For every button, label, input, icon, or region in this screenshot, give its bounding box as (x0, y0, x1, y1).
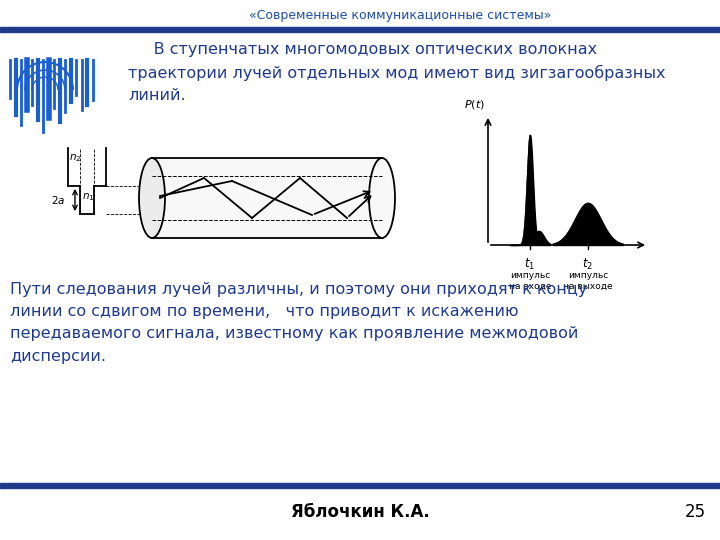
Bar (0, 27, 720, 32)
Text: $2a$: $2a$ (50, 194, 65, 206)
Ellipse shape (369, 158, 395, 238)
Text: $P(t)$: $P(t)$ (464, 98, 485, 111)
Text: Пути следования лучей различны, и поэтому они приходят к концу
линии со сдвигом : Пути следования лучей различны, и поэтом… (10, 282, 588, 363)
Text: $t_1$: $t_1$ (524, 257, 536, 272)
Bar (152, 158, 382, 238)
Text: 25: 25 (685, 503, 706, 521)
Text: $t_2$: $t_2$ (582, 257, 593, 272)
Text: В ступенчатых многомодовых оптических волокнах
траектории лучей отдельных мод им: В ступенчатых многомодовых оптических во… (128, 42, 665, 103)
Text: $n_1$: $n_1$ (82, 191, 94, 203)
Text: импульс: импульс (568, 271, 608, 280)
Text: $n_2$: $n_2$ (69, 152, 81, 164)
Text: «Современные коммуникационные системы»: «Современные коммуникационные системы» (249, 10, 552, 23)
Text: импульс: импульс (510, 271, 550, 280)
Bar (0, 483, 720, 488)
Ellipse shape (139, 158, 165, 238)
Text: на входе: на входе (509, 282, 552, 291)
Text: Яблочкин К.А.: Яблочкин К.А. (291, 503, 429, 521)
Text: на выходе: на выходе (563, 282, 613, 291)
